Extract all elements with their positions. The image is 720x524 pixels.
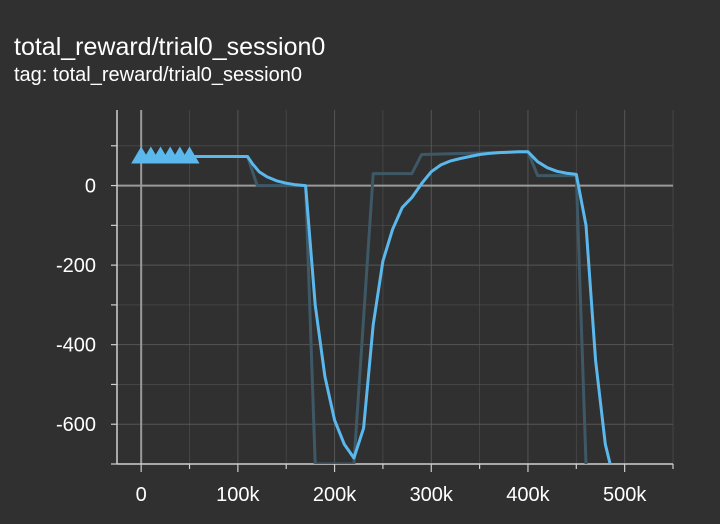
y-tick-label: 0 [85, 176, 96, 198]
x-tick-label: 500k [603, 484, 647, 506]
x-tick-label: 100k [216, 484, 260, 506]
x-tick-label: 0 [136, 484, 147, 506]
tick-labels: 0 100k 200k 300k 400k 500k 0 -200 -400 -600 [56, 176, 647, 506]
y-tick-label: -600 [56, 414, 96, 436]
axes [111, 110, 674, 472]
series-smoothed-line [139, 150, 612, 464]
series-marker [179, 146, 200, 164]
y-tick-label: -400 [56, 335, 96, 357]
series [139, 150, 612, 464]
x-tick-label: 400k [506, 484, 550, 506]
x-tick-label: 300k [410, 484, 454, 506]
chart-title: total_reward/trial0_session0 [14, 33, 326, 61]
y-tick-label: -200 [56, 255, 96, 277]
chart-tag: tag: total_reward/trial0_session0 [14, 64, 302, 86]
markers [131, 146, 200, 164]
x-tick-label: 200k [313, 484, 357, 506]
series-raw-line [141, 150, 588, 464]
